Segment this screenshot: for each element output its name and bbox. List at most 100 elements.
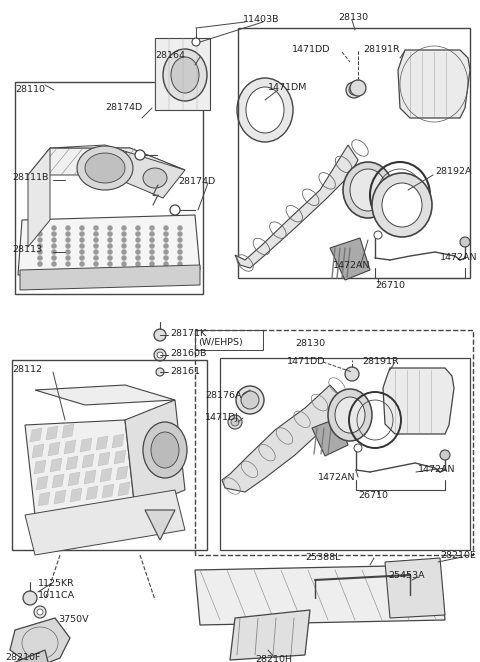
- Circle shape: [178, 244, 182, 248]
- Circle shape: [135, 244, 141, 248]
- Circle shape: [149, 244, 155, 248]
- Polygon shape: [18, 215, 200, 275]
- Polygon shape: [235, 145, 358, 268]
- Polygon shape: [102, 484, 114, 498]
- Polygon shape: [52, 474, 64, 488]
- Text: 1125KR: 1125KR: [38, 579, 75, 587]
- Circle shape: [156, 368, 164, 376]
- Text: 28176A: 28176A: [205, 391, 241, 399]
- Ellipse shape: [246, 87, 284, 133]
- Text: 28164: 28164: [155, 50, 185, 60]
- Bar: [195, 330, 263, 350]
- Circle shape: [108, 244, 112, 248]
- Circle shape: [149, 238, 155, 242]
- Text: 25453A: 25453A: [388, 571, 425, 579]
- Circle shape: [236, 386, 264, 414]
- Circle shape: [65, 238, 71, 242]
- Circle shape: [94, 250, 98, 254]
- Polygon shape: [398, 50, 470, 118]
- Bar: [155, 38, 210, 110]
- Polygon shape: [82, 454, 94, 468]
- Circle shape: [80, 244, 84, 248]
- Polygon shape: [35, 385, 175, 405]
- Circle shape: [135, 232, 141, 236]
- Circle shape: [228, 415, 242, 429]
- Circle shape: [94, 261, 98, 267]
- Text: 28210F: 28210F: [5, 653, 40, 662]
- Polygon shape: [66, 456, 78, 470]
- Circle shape: [65, 232, 71, 236]
- Circle shape: [121, 232, 127, 236]
- Circle shape: [349, 85, 359, 95]
- Polygon shape: [46, 426, 58, 440]
- Polygon shape: [100, 468, 112, 482]
- Text: 1011CA: 1011CA: [38, 592, 75, 600]
- Circle shape: [149, 256, 155, 261]
- Circle shape: [65, 250, 71, 254]
- Circle shape: [51, 256, 57, 261]
- Ellipse shape: [77, 146, 133, 190]
- Circle shape: [135, 256, 141, 261]
- Text: 28161: 28161: [170, 367, 200, 377]
- Polygon shape: [70, 488, 82, 502]
- Polygon shape: [34, 460, 46, 474]
- Circle shape: [65, 261, 71, 267]
- Circle shape: [135, 250, 141, 254]
- Text: 26710: 26710: [358, 491, 388, 500]
- Text: 28112: 28112: [12, 365, 42, 375]
- Circle shape: [80, 256, 84, 261]
- Circle shape: [80, 226, 84, 230]
- Text: 1471DD: 1471DD: [291, 46, 330, 54]
- Circle shape: [241, 391, 259, 409]
- Text: 28130: 28130: [338, 13, 368, 23]
- Circle shape: [157, 352, 163, 358]
- Ellipse shape: [328, 389, 372, 441]
- Text: 28191R: 28191R: [362, 357, 398, 367]
- Polygon shape: [28, 148, 50, 247]
- Bar: [238, 28, 470, 278]
- Text: 28174D: 28174D: [178, 177, 215, 187]
- Circle shape: [108, 232, 112, 236]
- Polygon shape: [5, 650, 50, 662]
- Circle shape: [135, 226, 141, 230]
- Polygon shape: [25, 420, 135, 515]
- Circle shape: [350, 80, 366, 96]
- Polygon shape: [108, 148, 185, 198]
- Circle shape: [34, 606, 46, 618]
- Polygon shape: [48, 442, 60, 456]
- Text: 1471DJ: 1471DJ: [205, 414, 239, 422]
- Polygon shape: [385, 558, 445, 618]
- Circle shape: [80, 261, 84, 267]
- Circle shape: [149, 226, 155, 230]
- Text: 1472AN: 1472AN: [440, 254, 478, 263]
- Polygon shape: [80, 438, 92, 452]
- Polygon shape: [28, 148, 130, 175]
- Circle shape: [51, 244, 57, 248]
- Circle shape: [149, 261, 155, 267]
- Bar: [220, 358, 470, 550]
- Polygon shape: [36, 476, 48, 490]
- Text: 25388L: 25388L: [305, 553, 340, 561]
- Circle shape: [460, 237, 470, 247]
- Circle shape: [51, 226, 57, 230]
- Polygon shape: [118, 482, 130, 496]
- Text: 28191R: 28191R: [363, 46, 400, 54]
- Circle shape: [121, 226, 127, 230]
- Circle shape: [37, 609, 43, 615]
- Polygon shape: [195, 565, 445, 625]
- Circle shape: [164, 238, 168, 242]
- Polygon shape: [383, 368, 454, 434]
- Circle shape: [178, 256, 182, 261]
- Polygon shape: [30, 428, 42, 442]
- Circle shape: [80, 232, 84, 236]
- Circle shape: [149, 232, 155, 236]
- Ellipse shape: [237, 78, 293, 142]
- Text: 11403B: 11403B: [243, 15, 279, 24]
- Circle shape: [374, 231, 382, 239]
- Ellipse shape: [85, 153, 125, 183]
- Circle shape: [164, 226, 168, 230]
- Polygon shape: [38, 492, 50, 506]
- Circle shape: [37, 226, 43, 230]
- Polygon shape: [114, 450, 126, 464]
- Text: 1471DM: 1471DM: [268, 83, 307, 93]
